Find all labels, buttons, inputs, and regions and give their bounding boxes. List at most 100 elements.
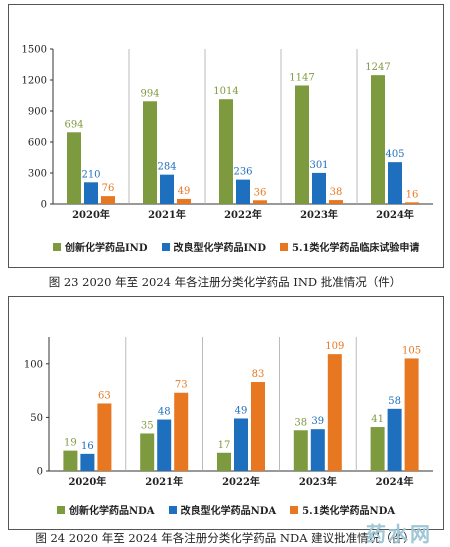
bar <box>80 453 95 471</box>
bar-data-label: 38 <box>294 417 307 428</box>
bar <box>97 403 112 471</box>
chart-panel-nda: 0 50 100 19 16 63 2020年 35 48 73 2021年 17 49 83 2022年 3… <box>8 296 444 530</box>
bar-data-label: 76 <box>102 183 115 194</box>
x-tick-label: 2023年 <box>299 475 337 488</box>
x-tick-label: 2022年 <box>222 475 260 488</box>
legend-item-innovative-ind: 创新化学药品IND <box>53 239 148 254</box>
bar-data-label: 48 <box>158 407 171 418</box>
legend-label: 改良型化学药品NDA <box>180 506 277 517</box>
nda-legend: 创新化学药品NDA 改良型化学药品NDA 5.1类化学药品NDA <box>57 502 395 517</box>
bar <box>310 429 325 471</box>
y-tick-label: 0 <box>41 200 47 211</box>
bar <box>312 172 326 204</box>
bar <box>327 354 342 471</box>
y-tick-label: 100 <box>24 359 43 370</box>
bar <box>177 198 191 204</box>
bar <box>67 132 81 204</box>
bar <box>293 430 308 471</box>
bar <box>370 427 385 471</box>
figure-24-caption: 图 24 2020 年至 2024 年各注册分类化学药品 NDA 建议批准情况（… <box>35 531 415 545</box>
bar-data-label: 35 <box>141 420 154 431</box>
bar <box>63 450 78 471</box>
legend-item-innovative-nda: 创新化学药品NDA <box>57 502 155 517</box>
x-tick-label: 2020年 <box>72 208 110 221</box>
bar-data-label: 994 <box>140 88 159 99</box>
bar-data-label: 284 <box>157 162 176 173</box>
bar-data-label: 36 <box>254 187 267 198</box>
ind-legend: 创新化学药品IND 改良型化学药品IND 5.1类化学药品临床试验申请 <box>53 239 419 254</box>
x-tick-label: 2020年 <box>68 475 106 488</box>
y-tick-label: 0 <box>37 467 43 478</box>
y-tick-label: 900 <box>28 107 47 118</box>
bar <box>174 392 189 471</box>
x-tick-label: 2024年 <box>376 208 414 221</box>
bar-data-label: 73 <box>175 380 188 391</box>
bar <box>234 418 248 471</box>
chart-panel-ind: 0 300 600 900 1200 1500 694 210 76 2020年 994 284 49 2… <box>8 4 444 268</box>
bar-data-label: 105 <box>402 345 421 356</box>
legend-item-5-1-nda: 5.1类化学药品NDA <box>290 502 395 517</box>
bar-data-label: 19 <box>64 438 77 449</box>
legend-label: 创新化学药品NDA <box>69 506 155 517</box>
legend-item-5-1-ind: 5.1类化学药品临床试验申请 <box>280 239 419 254</box>
bar <box>295 85 309 204</box>
y-tick-label: 1500 <box>22 45 47 56</box>
bar <box>329 200 343 204</box>
legend-item-improved-ind: 改良型化学药品IND <box>161 239 267 254</box>
bar-data-label: 63 <box>98 390 111 401</box>
bar <box>84 182 98 204</box>
bar-data-label: 41 <box>371 414 384 425</box>
bar-data-label: 301 <box>309 160 328 171</box>
bar <box>388 162 402 204</box>
bar <box>253 200 267 204</box>
bar <box>387 408 402 471</box>
legend-label: 5.1类化学药品临床试验申请 <box>292 243 420 254</box>
x-tick-label: 2021年 <box>148 208 186 221</box>
bar <box>236 179 250 204</box>
bar-data-label: 17 <box>218 440 231 451</box>
bar-data-label: 58 <box>388 396 401 407</box>
bar <box>217 452 231 471</box>
bar <box>140 433 155 471</box>
x-tick-label: 2022年 <box>224 208 262 221</box>
bar-data-label: 49 <box>235 405 248 416</box>
figure-23-caption: 图 23 2020 年至 2024 年各注册分类化学药品 IND 批准情况（件） <box>48 275 402 289</box>
y-tick-label: 1200 <box>22 76 47 87</box>
legend-item-improved-nda: 改良型化学药品NDA <box>168 502 277 517</box>
bar-data-label: 1147 <box>289 72 314 83</box>
bar <box>251 382 265 471</box>
legend-label: 改良型化学药品IND <box>173 243 267 254</box>
bar-data-label: 16 <box>406 189 419 200</box>
bar <box>157 419 172 471</box>
bar-data-label: 83 <box>252 369 265 380</box>
bar <box>101 196 115 204</box>
bar-data-label: 109 <box>325 341 344 352</box>
nda-chart: 0 50 100 19 16 63 2020年 35 48 73 2021年 17 49 83 2022年 3… <box>24 337 433 488</box>
bar-data-label: 16 <box>81 441 94 452</box>
bar <box>219 99 233 204</box>
bar <box>160 174 174 204</box>
bar <box>404 358 419 471</box>
bar <box>371 75 385 204</box>
x-tick-label: 2024年 <box>376 475 414 488</box>
bar-data-label: 1014 <box>213 86 238 97</box>
watermark-logo: 药水网 <box>366 522 432 546</box>
y-tick-label: 50 <box>30 413 43 424</box>
bar-data-label: 38 <box>330 187 343 198</box>
bar-data-label: 405 <box>385 149 404 160</box>
x-tick-label: 2021年 <box>145 475 183 488</box>
bar-data-label: 236 <box>233 167 252 178</box>
y-tick-label: 300 <box>28 169 47 180</box>
bar-data-label: 210 <box>81 169 100 180</box>
legend-label: 5.1类化学药品NDA <box>302 506 396 517</box>
legend-label: 创新化学药品IND <box>65 243 148 254</box>
bar-data-label: 694 <box>64 119 83 130</box>
bar <box>143 101 157 204</box>
bar-data-label: 1247 <box>365 62 390 73</box>
bar-data-label: 49 <box>178 186 191 197</box>
bar <box>405 202 419 204</box>
y-tick-label: 600 <box>28 138 47 149</box>
x-tick-label: 2023年 <box>300 208 338 221</box>
bar-data-label: 39 <box>311 416 324 427</box>
